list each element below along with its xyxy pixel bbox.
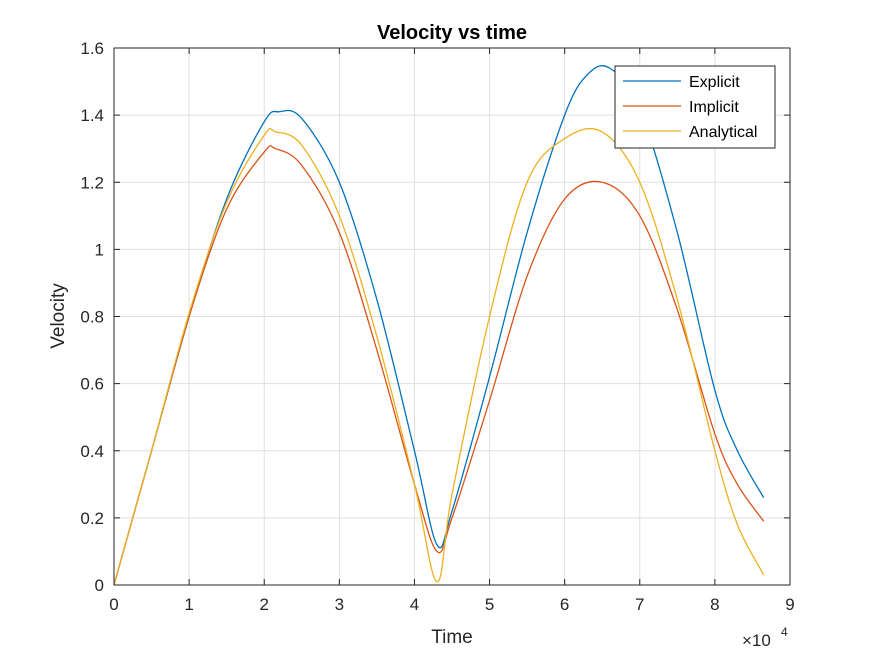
x-tick-label: 8 bbox=[710, 595, 719, 614]
legend-label: Implicit bbox=[689, 99, 739, 116]
x-tick-label: 0 bbox=[109, 595, 118, 614]
legend-label: Explicit bbox=[689, 74, 740, 91]
series-group bbox=[113, 65, 765, 586]
y-tick-label: 0.8 bbox=[80, 308, 104, 327]
y-tick-label: 0.4 bbox=[80, 442, 104, 461]
series-line-implicit bbox=[113, 145, 765, 586]
x-axis-title: Time bbox=[431, 627, 473, 648]
legend-item-analytical[interactable]: Analytical bbox=[623, 124, 757, 141]
ticks: 0 1 2 3 4 5 6 7 8 9 0 0.2 0.4 0.6 0.8 1 1.2 1.4 1.6 bbox=[80, 39, 794, 614]
legend-box bbox=[614, 65, 776, 149]
y-tick-label: 1.2 bbox=[80, 173, 104, 192]
x-tick-label: 9 bbox=[785, 595, 794, 614]
legend-item-implicit[interactable]: Implicit bbox=[623, 99, 739, 116]
x-tick-label: 1 bbox=[184, 595, 193, 614]
y-tick-label: 1.6 bbox=[80, 39, 104, 58]
x-exponent-power: 4 bbox=[781, 625, 788, 639]
y-tick-label: 0 bbox=[95, 576, 104, 595]
chart-title: Velocity vs time bbox=[377, 22, 527, 44]
legend-item-explicit[interactable]: Explicit bbox=[623, 74, 740, 91]
x-tick-label: 2 bbox=[259, 595, 268, 614]
x-tick-label: 3 bbox=[335, 595, 344, 614]
x-tick-label: 7 bbox=[635, 595, 644, 614]
x-exponent-base: ×10 bbox=[742, 631, 771, 650]
x-tick-label: 4 bbox=[410, 595, 419, 614]
x-tick-label: 6 bbox=[560, 595, 569, 614]
y-tick-label: 1 bbox=[95, 240, 104, 259]
legend[interactable]: Explicit Implicit Analytical bbox=[614, 65, 776, 149]
y-tick-label: 0.2 bbox=[80, 509, 104, 528]
y-tick-label: 0.6 bbox=[80, 375, 104, 394]
y-axis-title: Velocity bbox=[48, 283, 69, 349]
x-exponent: ×10 4 bbox=[742, 625, 788, 650]
series-line-explicit bbox=[113, 65, 765, 586]
y-tick-label: 1.4 bbox=[80, 106, 104, 125]
legend-label: Analytical bbox=[689, 124, 757, 141]
x-tick-label: 5 bbox=[485, 595, 494, 614]
series-line-analytical bbox=[113, 127, 765, 586]
